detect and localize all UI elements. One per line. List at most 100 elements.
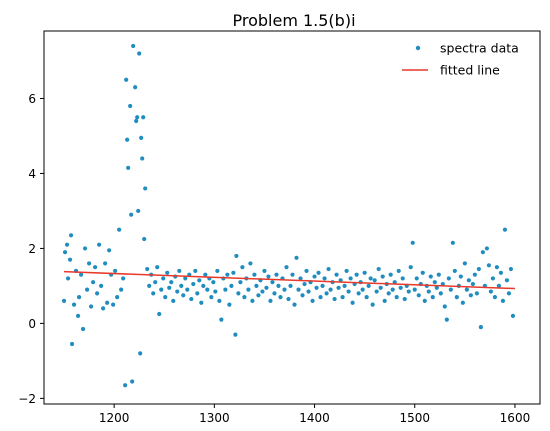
x-tick-label: 1500 xyxy=(399,411,430,425)
data-point xyxy=(203,272,208,277)
data-point xyxy=(492,295,498,300)
data-point xyxy=(302,281,307,287)
data-point xyxy=(227,302,232,307)
data-point xyxy=(124,77,129,82)
data-point xyxy=(155,265,160,270)
data-point xyxy=(314,285,319,290)
data-point xyxy=(262,268,267,274)
data-point xyxy=(506,291,512,296)
data-point xyxy=(139,135,144,140)
data-point xyxy=(65,276,71,281)
data-point xyxy=(474,291,479,296)
data-point xyxy=(138,351,143,356)
data-point xyxy=(169,280,174,285)
legend: spectra data fitted line xyxy=(402,41,519,78)
data-point xyxy=(128,103,133,109)
data-point xyxy=(113,268,118,274)
data-point xyxy=(336,285,341,290)
data-point xyxy=(366,283,371,289)
data-point xyxy=(382,298,387,304)
data-point xyxy=(117,227,122,232)
data-point xyxy=(171,298,176,304)
data-point xyxy=(185,287,190,292)
data-point xyxy=(131,43,136,49)
data-point xyxy=(61,298,67,304)
data-point xyxy=(67,257,73,262)
data-point xyxy=(368,276,373,281)
data-point xyxy=(438,291,443,296)
data-point xyxy=(388,272,393,277)
data-point xyxy=(454,295,459,300)
data-point xyxy=(414,276,419,281)
legend-marker-spectra-data xyxy=(415,45,421,51)
data-point xyxy=(145,266,150,272)
data-point xyxy=(470,281,475,287)
data-point xyxy=(84,287,90,292)
data-point xyxy=(362,270,367,275)
data-point xyxy=(242,295,247,300)
data-point xyxy=(354,272,359,277)
chart-title: Problem 1.5(b)i xyxy=(232,11,355,30)
data-point xyxy=(278,295,283,300)
data-point xyxy=(264,285,269,290)
data-point xyxy=(364,295,369,300)
x-tick-label: 1200 xyxy=(99,411,130,425)
data-point xyxy=(179,283,184,289)
data-point xyxy=(88,304,94,309)
legend-label-fitted-line: fitted line xyxy=(440,63,500,78)
data-point xyxy=(394,295,399,300)
data-point xyxy=(105,300,110,305)
data-point xyxy=(126,165,131,170)
data-point xyxy=(205,287,210,292)
data-point xyxy=(252,272,257,277)
data-point xyxy=(78,272,84,277)
data-point xyxy=(286,296,291,302)
data-point xyxy=(256,293,261,298)
data-point xyxy=(233,332,238,337)
data-point xyxy=(197,278,202,283)
data-point xyxy=(422,298,427,304)
data-point xyxy=(390,287,395,292)
data-point xyxy=(476,266,481,272)
data-point xyxy=(229,283,234,289)
data-point xyxy=(195,291,200,296)
data-point xyxy=(136,208,141,214)
data-point xyxy=(484,246,489,251)
data-point xyxy=(490,276,496,281)
data-point xyxy=(494,265,500,270)
data-point xyxy=(448,287,453,292)
data-point xyxy=(478,325,483,330)
data-point xyxy=(240,265,245,270)
data-point xyxy=(153,280,158,285)
data-point xyxy=(324,291,329,296)
data-point xyxy=(68,233,74,238)
data-point xyxy=(274,272,279,277)
data-point xyxy=(107,248,112,253)
data-point xyxy=(246,287,251,292)
data-point xyxy=(163,295,168,300)
data-point xyxy=(95,291,100,296)
data-point xyxy=(140,156,145,161)
data-point xyxy=(406,289,411,294)
data-point xyxy=(408,265,413,270)
data-point xyxy=(135,115,140,120)
data-point xyxy=(292,302,297,307)
data-point xyxy=(360,287,365,292)
data-point xyxy=(69,341,75,347)
data-point xyxy=(217,298,222,304)
data-point xyxy=(460,300,465,305)
data-point xyxy=(396,268,401,274)
data-point xyxy=(183,276,188,281)
data-point xyxy=(432,280,437,285)
data-point xyxy=(442,304,447,309)
y-tick-label: 0 xyxy=(28,317,36,331)
data-point xyxy=(386,291,391,296)
data-point xyxy=(111,302,116,307)
data-point xyxy=(446,276,451,281)
y-tick-label: 2 xyxy=(28,242,36,256)
data-point xyxy=(142,236,147,242)
data-point xyxy=(260,289,265,294)
data-point xyxy=(452,268,457,274)
data-point xyxy=(75,313,81,318)
